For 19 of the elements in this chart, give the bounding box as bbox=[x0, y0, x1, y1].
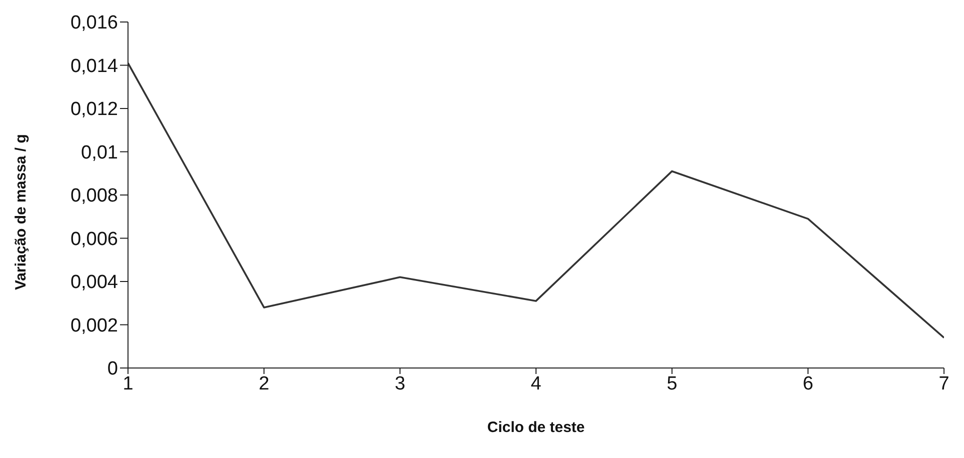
y-tick-label: 0,012 bbox=[70, 99, 118, 120]
y-tick-label: 0,014 bbox=[70, 56, 118, 77]
x-tick-label: 7 bbox=[938, 373, 950, 394]
x-axis-title: Ciclo de teste bbox=[487, 419, 585, 436]
x-tick-label: 6 bbox=[802, 373, 814, 394]
x-tick-label: 1 bbox=[122, 373, 134, 394]
y-tick-label: 0,008 bbox=[70, 186, 118, 207]
y-tick-label: 0,002 bbox=[70, 315, 118, 336]
y-tick-label: 0,016 bbox=[70, 12, 118, 34]
y-tick-label: 0,004 bbox=[70, 272, 118, 294]
x-tick-label: 2 bbox=[258, 373, 270, 394]
x-tick-label: 4 bbox=[530, 373, 542, 394]
y-tick-label: 0,006 bbox=[70, 228, 118, 250]
x-tick-label: 3 bbox=[394, 373, 406, 394]
x-tick-label: 5 bbox=[666, 373, 678, 394]
y-tick-label: 0 bbox=[107, 358, 118, 380]
y-axis-title: Variação de massa / g bbox=[12, 134, 30, 290]
line-series bbox=[128, 62, 944, 339]
y-tick-label: 0,01 bbox=[81, 142, 118, 164]
